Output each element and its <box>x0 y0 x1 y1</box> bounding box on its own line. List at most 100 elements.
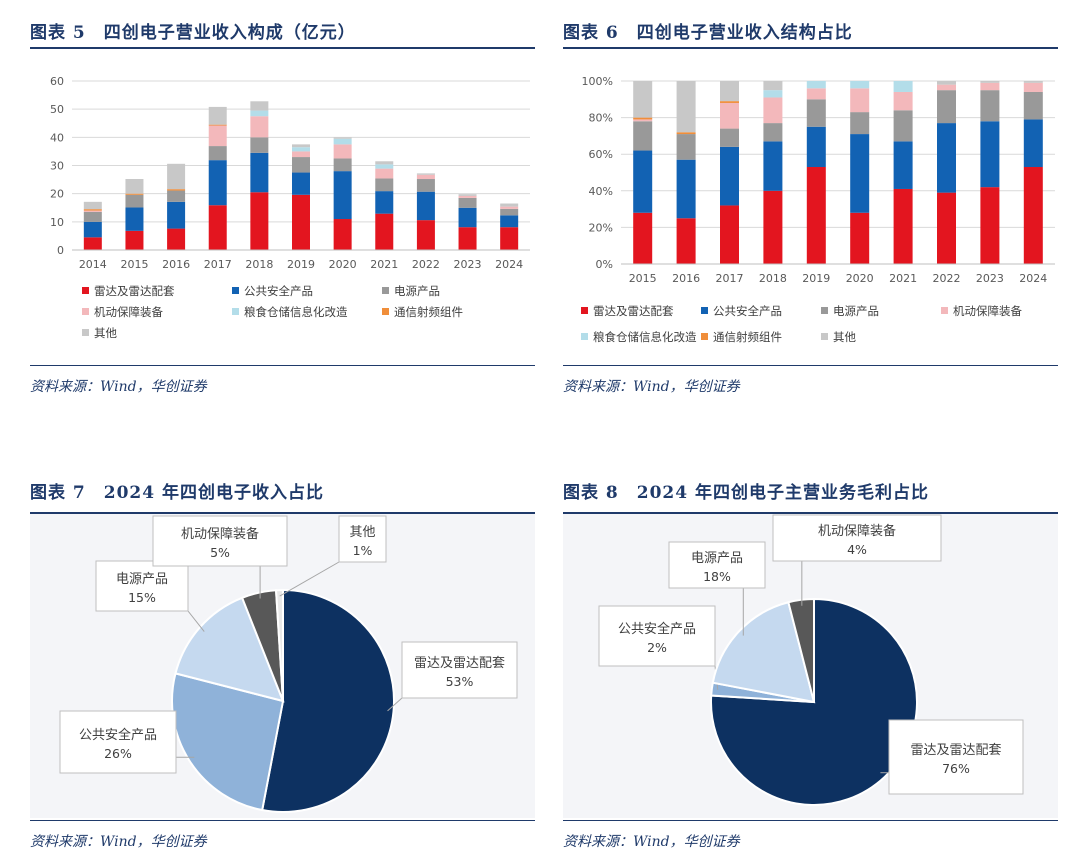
bar-segment <box>292 144 310 148</box>
bar-segment <box>850 81 870 89</box>
y-tick-label: 0% <box>596 258 613 271</box>
bar-segment <box>416 179 435 192</box>
bar-segment <box>763 123 783 142</box>
bar-segment <box>250 116 269 138</box>
x-tick-label: 2016 <box>672 272 700 285</box>
bar-segment <box>633 119 653 122</box>
bar-segment <box>500 215 519 228</box>
chart8-panel: 图表 8 2024 年四创电子主营业务毛利占比 雷达及雷达配套 76% 公共安全产品… <box>563 478 1058 854</box>
y-tick-label: 80% <box>589 112 613 125</box>
bar-segment <box>676 159 696 219</box>
bar-segment <box>83 237 102 250</box>
bar-segment <box>633 117 653 120</box>
x-tick-label: 2017 <box>716 272 744 285</box>
chart5-title: 图表 5 四创电子营业收入构成（亿元） <box>30 23 356 43</box>
bar-segment <box>1023 91 1043 120</box>
bar-segment <box>83 201 102 210</box>
bar-segment <box>806 88 826 100</box>
bar-segment <box>1023 167 1043 264</box>
chart7-svg: 雷达及雷达配套 53% 公共安全产品 26% 电源产品 15% 机动保障装备 5% 其他 1% <box>59 515 518 813</box>
pie-slice <box>174 596 285 703</box>
chart7-panel: 图表 7 2024 年四创电子收入占比 雷达及雷达配套 53% 公共安全产品 26% 电… <box>30 478 535 854</box>
slice-name-label: 机动保障装备 <box>181 526 259 542</box>
legend-swatch <box>82 308 89 315</box>
data-label-box <box>598 605 716 667</box>
y-tick-label: 60 <box>50 75 64 88</box>
legend-swatch <box>701 333 708 340</box>
bar-segment <box>893 81 913 92</box>
bar-segment <box>720 146 739 206</box>
slice-percent-label: 5% <box>210 545 230 560</box>
bar-segment <box>250 152 269 193</box>
x-tick-label: 2023 <box>454 258 482 271</box>
data-label-box <box>152 515 288 567</box>
y-tick-label: 20 <box>50 188 64 201</box>
data-label-box <box>59 710 177 774</box>
slice-percent-label: 18% <box>703 569 731 584</box>
pie-slice <box>711 601 816 704</box>
bar-segment <box>720 81 739 102</box>
bar-segment <box>850 134 870 213</box>
bar-segment <box>416 174 435 180</box>
bar-segment <box>167 201 186 229</box>
chart7-bottom-rule <box>30 820 535 821</box>
slice-percent-label: 2% <box>647 640 667 655</box>
bar-segment <box>1023 82 1043 92</box>
bar-segment <box>720 205 739 264</box>
slice-name-label: 公共安全产品 <box>618 621 696 637</box>
x-tick-label: 2024 <box>1019 272 1047 285</box>
y-tick-label: 60% <box>589 148 613 161</box>
x-tick-label: 2021 <box>889 272 917 285</box>
legend-label: 雷达及雷达配套 <box>593 304 674 318</box>
slice-percent-label: 15% <box>128 590 156 605</box>
chart6-bottom-rule <box>563 365 1058 366</box>
bar-segment <box>208 160 227 206</box>
bar-segment <box>83 209 102 211</box>
bar-segment <box>763 190 783 264</box>
bar-segment <box>763 90 783 98</box>
bar-segment <box>720 128 739 147</box>
bar-segment <box>416 173 435 175</box>
legend-swatch <box>821 333 828 340</box>
bar-segment <box>937 84 956 91</box>
bar-segment <box>167 228 186 250</box>
bar-segment <box>500 206 519 209</box>
x-tick-label: 2023 <box>976 272 1004 285</box>
legend-label: 公共安全产品 <box>244 284 313 298</box>
bar-segment <box>980 82 1000 91</box>
bar-segment <box>125 194 144 208</box>
bar-segment <box>806 81 826 89</box>
bar-segment <box>763 141 783 191</box>
bar-segment <box>292 157 310 173</box>
chart7-source: 资料来源：Wind，华创证券 <box>30 834 207 850</box>
chart8-source: 资料来源：Wind，华创证券 <box>563 834 740 850</box>
chart5-top-rule <box>30 47 535 49</box>
data-label-box <box>772 514 942 562</box>
bar-segment <box>633 121 653 151</box>
bar-segment <box>125 179 144 194</box>
slice-percent-label: 1% <box>353 543 373 558</box>
bar-segment <box>980 121 1000 188</box>
bar-segment <box>458 197 477 208</box>
slice-name-label: 雷达及雷达配套 <box>414 655 505 671</box>
bar-segment <box>250 110 269 117</box>
bar-segment <box>980 81 1000 83</box>
chart5-panel: 图表 5 四创电子营业收入构成（亿元） 0 10 20 30 40 50 60 2014 201… <box>30 18 535 408</box>
legend-label: 通信射频组件 <box>394 305 463 319</box>
x-tick-label: 2014 <box>79 258 107 271</box>
bar-segment <box>333 171 352 220</box>
legend-swatch <box>941 307 948 314</box>
legend-label: 粮食仓储信息化改造 <box>593 330 697 344</box>
bar-segment <box>458 194 477 196</box>
x-tick-label: 2015 <box>629 272 657 285</box>
chart5-source: 资料来源：Wind，华创证券 <box>30 379 207 395</box>
pie-slice <box>787 597 815 703</box>
bar-segment <box>1023 119 1043 168</box>
bar-segment <box>500 227 519 250</box>
legend-label: 其他 <box>833 330 856 344</box>
leader-line <box>279 561 340 597</box>
legend-swatch <box>232 308 239 315</box>
bar-segment <box>720 102 739 129</box>
legend-label: 粮食仓储信息化改造 <box>244 305 348 319</box>
legend-label: 电源产品 <box>833 304 879 318</box>
